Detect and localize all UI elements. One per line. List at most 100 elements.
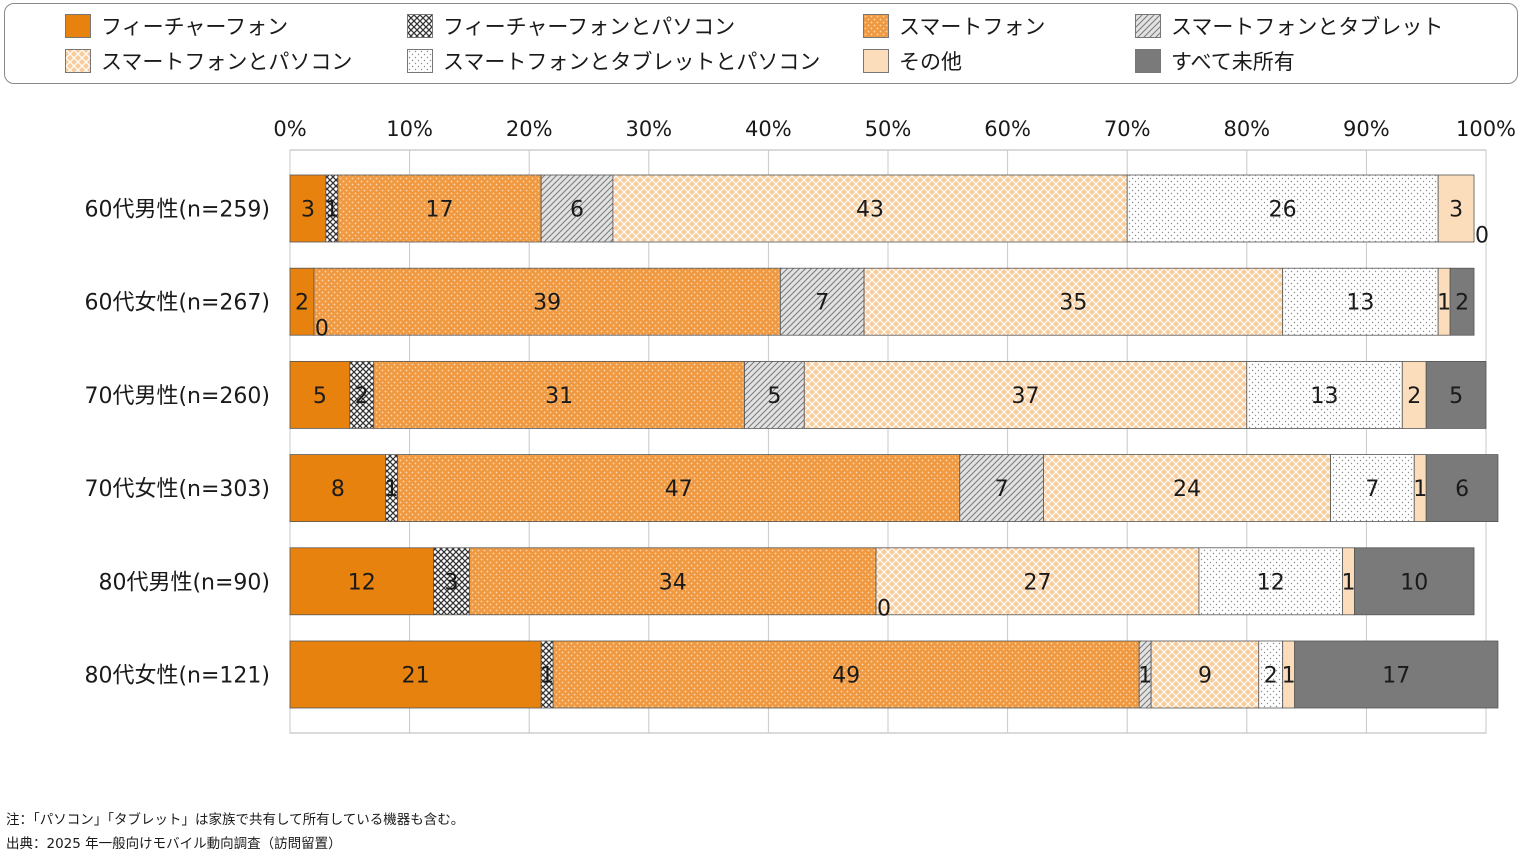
value-label-r1-s4: 35 <box>1059 291 1087 316</box>
bar-r1-s4 <box>863 267 1284 336</box>
legend-item-4: スマートフォンとパソコン <box>65 46 352 76</box>
bar-r2-s4 <box>803 360 1248 429</box>
bar-r0-s3 <box>540 174 614 243</box>
value-label-r4-s3: 0 <box>877 596 891 621</box>
value-label-r1-s3: 7 <box>815 291 829 316</box>
value-label-r3-s4: 24 <box>1173 477 1201 502</box>
bar-r1-s5 <box>1282 267 1439 336</box>
value-label-r4-s6: 1 <box>1341 570 1355 595</box>
legend-swatch-2 <box>863 14 889 38</box>
value-label-r3-s2: 47 <box>665 477 693 502</box>
bar-r1-s3 <box>779 267 865 336</box>
x-tick-label-4: 40% <box>745 117 792 141</box>
source-note: 出典：2025 年一般向けモバイル動向調査（訪問留置） <box>6 836 342 852</box>
value-label-r5-s1: 1 <box>540 664 554 689</box>
value-label-r4-s5: 12 <box>1257 570 1285 595</box>
category-labels: 60代男性(n=259) 60代女性(n=267) 70代男性(n=260) 70代女… <box>84 198 270 689</box>
footnote: 注：「パソコン」「タブレット」は家族で共有して所有している機器も含む。 <box>6 812 465 828</box>
bar-r0-s2 <box>337 174 542 243</box>
legend-swatch-7 <box>1135 49 1161 73</box>
legend-item-6: その他 <box>863 46 962 76</box>
legend-swatch-1 <box>407 14 433 38</box>
bar-r2-s5 <box>1246 360 1403 429</box>
value-label-r2-s4: 37 <box>1012 384 1040 409</box>
bar-r3-s2 <box>397 454 961 523</box>
legend-label-7: すべて未所有 <box>1171 50 1295 74</box>
value-label-r5-s0: 21 <box>402 664 430 689</box>
bars <box>289 174 1499 709</box>
value-label-r3-s5: 7 <box>1365 477 1379 502</box>
value-label-r1-s6: 1 <box>1437 291 1451 316</box>
bar-r3-s7 <box>1425 454 1499 523</box>
bar-r5-s2 <box>552 640 1140 709</box>
grid <box>289 149 1487 734</box>
bar-r4-s7 <box>1354 547 1475 616</box>
legend-item-5: スマートフォンとタブレットとパソコン <box>407 46 820 76</box>
value-label-r4-s0: 12 <box>348 570 376 595</box>
value-label-r0-s7: 0 <box>1475 224 1489 249</box>
value-label-r5-s7: 17 <box>1382 664 1410 689</box>
x-tick-label-5: 50% <box>865 117 912 141</box>
legend-label-6: その他 <box>899 50 962 74</box>
bar-r4-s4 <box>875 547 1200 616</box>
bar-r2-s0 <box>289 360 351 429</box>
legend-item-2: スマートフォン <box>863 11 1045 41</box>
value-label-r3-s3: 7 <box>995 477 1009 502</box>
bar-r1-s2 <box>313 267 781 336</box>
value-label-r5-s2: 49 <box>832 664 860 689</box>
bar-r5-s7 <box>1294 640 1499 709</box>
value-label-r0-s6: 3 <box>1449 198 1463 223</box>
value-label-r0-s4: 43 <box>856 198 884 223</box>
bar-r5-s4 <box>1150 640 1260 709</box>
category-label-5: 80代女性(n=121) <box>84 664 270 689</box>
bar-r4-s5 <box>1198 547 1343 616</box>
value-label-r3-s0: 8 <box>331 477 345 502</box>
x-tick-label-2: 20% <box>506 117 553 141</box>
value-label-r1-s0: 2 <box>295 291 309 316</box>
value-label-r2-s3: 5 <box>767 384 781 409</box>
bar-r2-s2 <box>373 360 745 429</box>
legend-swatch-5 <box>407 49 433 73</box>
bar-r0-s4 <box>612 174 1128 243</box>
bar-r3-s5 <box>1330 454 1415 523</box>
legend-swatch-4 <box>65 49 91 73</box>
category-label-3: 70代女性(n=303) <box>84 477 270 502</box>
value-label-r2-s6: 2 <box>1407 384 1421 409</box>
value-label-r4-s2: 34 <box>659 570 687 595</box>
value-label-r5-s3: 1 <box>1138 664 1152 689</box>
legend-label-3: スマートフォンとタブレット <box>1171 15 1444 39</box>
bar-r4-s0 <box>289 547 434 616</box>
value-label-r4-s7: 10 <box>1400 570 1428 595</box>
legend-label-4: スマートフォンとパソコン <box>101 50 353 74</box>
legend-label-0: フィーチャーフォン <box>101 15 289 39</box>
legend-item-3: スマートフォンとタブレット <box>1135 11 1443 41</box>
value-label-r1-s2: 39 <box>533 291 561 316</box>
value-label-r1-s1: 0 <box>315 317 329 342</box>
legend: フィーチャーフォン フィーチャーフォンとパソコン スマートフォン スマートフォンとタブ… <box>4 3 1518 84</box>
legend-label-1: フィーチャーフォンとパソコン <box>443 15 736 39</box>
bar-r4-s1 <box>433 547 470 616</box>
value-label-r1-s5: 13 <box>1346 291 1374 316</box>
x-tick-label-10: 100% <box>1456 117 1516 141</box>
value-label-r5-s5: 2 <box>1264 664 1278 689</box>
bar-r5-s0 <box>289 640 542 709</box>
x-tick-label-3: 30% <box>625 117 672 141</box>
x-tick-label-8: 80% <box>1223 117 1270 141</box>
bar-r3-s0 <box>289 454 387 523</box>
value-label-r2-s1: 2 <box>355 384 369 409</box>
value-label-r1-s7: 2 <box>1455 291 1469 316</box>
value-label-r3-s1: 1 <box>385 477 399 502</box>
legend-swatch-3 <box>1135 14 1161 38</box>
value-label-r5-s6: 1 <box>1282 664 1296 689</box>
value-label-r3-s6: 1 <box>1413 477 1427 502</box>
x-tick-label-6: 60% <box>984 117 1031 141</box>
value-label-r0-s5: 26 <box>1269 198 1297 223</box>
value-label-r3-s7: 6 <box>1455 477 1469 502</box>
legend-item-1: フィーチャーフォンとパソコン <box>407 11 735 41</box>
value-label-r2-s2: 31 <box>545 384 573 409</box>
legend-swatch-0 <box>65 14 91 38</box>
value-label-r4-s1: 3 <box>444 570 458 595</box>
x-tick-label-9: 90% <box>1343 117 1390 141</box>
